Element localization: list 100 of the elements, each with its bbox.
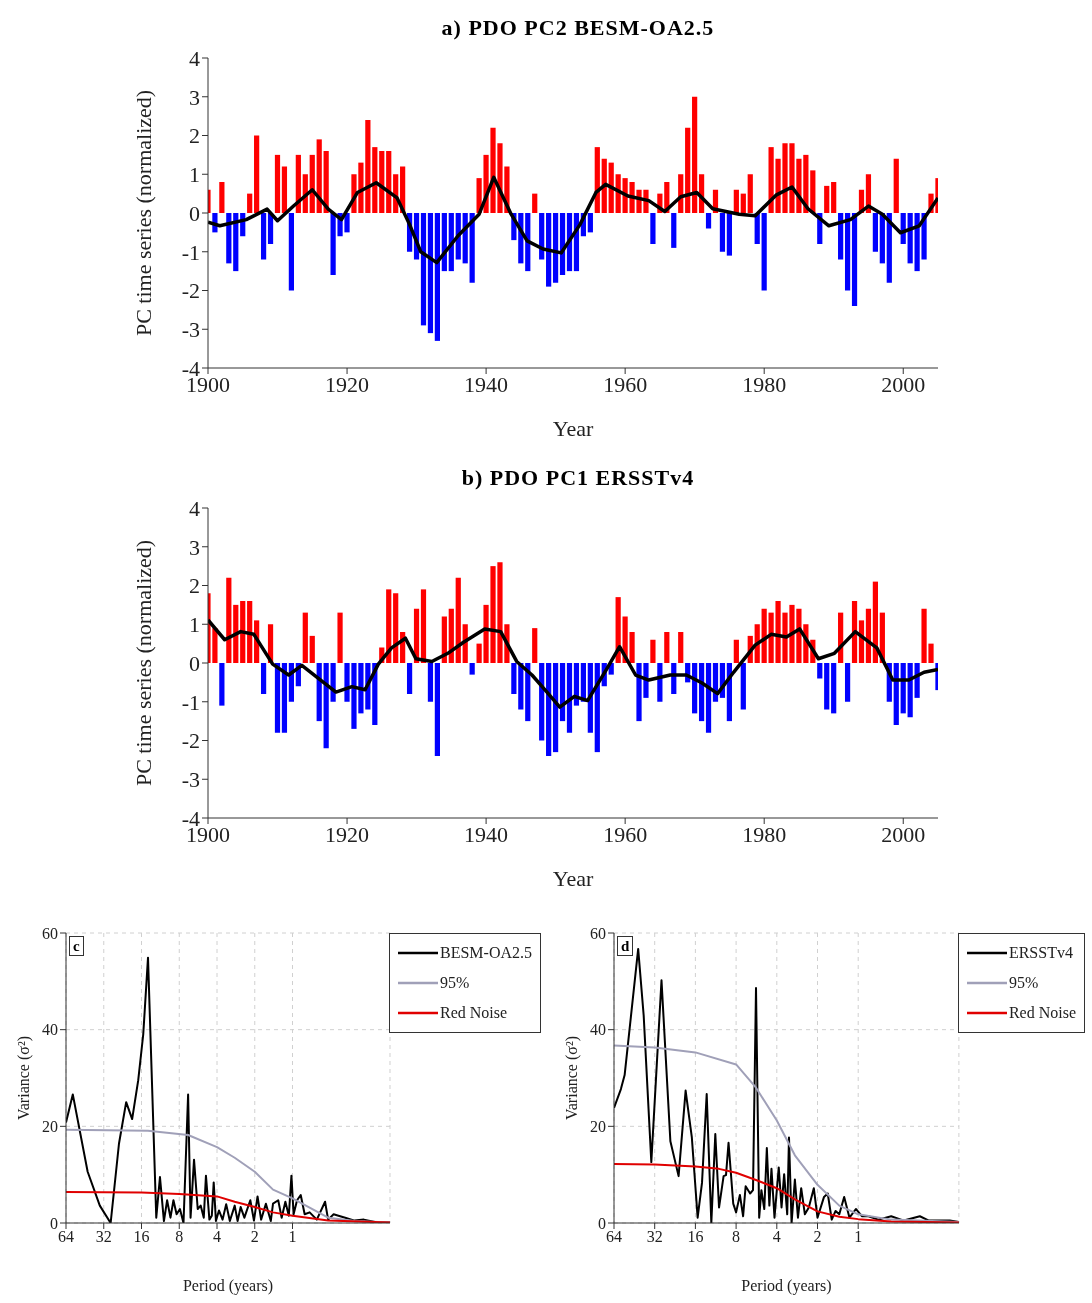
bar <box>393 593 399 663</box>
annotation: c <box>69 936 84 956</box>
x-tick-label: 2 <box>813 1228 822 1246</box>
x-tick-label: 1920 <box>325 821 370 847</box>
x-tick-label: 1960 <box>603 821 648 847</box>
y-axis-title: PC time series (normalized) <box>130 89 156 337</box>
bar <box>274 154 281 213</box>
bar <box>692 96 698 213</box>
bar <box>511 663 517 694</box>
bar <box>824 663 830 710</box>
x-tick-label: 8 <box>732 1228 741 1246</box>
bar <box>532 193 538 213</box>
y-tick-label: 60 <box>590 924 606 942</box>
y-tick-label: 60 <box>42 924 58 942</box>
x-tick-label: 16 <box>687 1228 704 1246</box>
bar <box>260 213 267 260</box>
legend-label: Red Noise <box>439 1003 508 1023</box>
x-tick-label: 16 <box>133 1228 150 1246</box>
x-tick-label: 1 <box>288 1228 297 1246</box>
bar <box>372 147 378 213</box>
y-tick-label: 0 <box>598 1214 606 1232</box>
x-tick-label: 2 <box>250 1228 259 1246</box>
bar <box>726 213 732 256</box>
chart-title: b) PDO PC1 ERSSTv4 <box>461 465 695 490</box>
bar <box>323 663 329 749</box>
x-tick-label: 4 <box>213 1228 222 1246</box>
bar <box>254 135 260 213</box>
bar <box>546 213 552 287</box>
bar <box>740 193 746 213</box>
bar <box>747 174 753 213</box>
bar <box>247 601 253 663</box>
bar <box>309 635 315 663</box>
y-tick-label: 0 <box>189 650 200 676</box>
y-tick-label: 4 <box>189 45 200 71</box>
y-tick-label: 3 <box>189 534 200 560</box>
bar <box>761 213 767 291</box>
x-tick-label: 1980 <box>742 821 787 847</box>
x-tick-label: 32 <box>95 1228 112 1246</box>
x-tick-label: 64 <box>58 1228 74 1246</box>
bar <box>851 213 858 306</box>
bar <box>740 663 746 710</box>
bar <box>893 663 899 725</box>
bar <box>844 213 851 291</box>
x-tick-label: 1980 <box>742 371 787 397</box>
bar <box>872 213 878 252</box>
x-tick-label: 8 <box>175 1228 184 1246</box>
bar <box>337 612 343 663</box>
bar <box>817 663 823 679</box>
bar <box>434 663 440 756</box>
bar <box>705 213 712 229</box>
bar <box>288 213 294 291</box>
y-axis-title: Variance (σ²) <box>14 1035 33 1121</box>
x-axis-title: Period (years) <box>182 1277 274 1295</box>
bar <box>281 166 288 213</box>
y-axis-title: PC time series (normalized) <box>130 539 156 787</box>
line-series <box>208 175 938 265</box>
y-tick-label: 20 <box>42 1118 58 1136</box>
y-tick-label: 1 <box>189 162 200 188</box>
bar <box>247 193 253 213</box>
bar <box>434 213 440 341</box>
y-tick-label: 3 <box>189 84 200 110</box>
y-tick-label: 2 <box>189 123 200 149</box>
bar <box>455 577 461 663</box>
x-tick-label: 1 <box>854 1228 863 1246</box>
y-tick-label: -3 <box>181 767 200 793</box>
legend-label: BESM-OA2.5 <box>439 943 532 963</box>
bar <box>219 663 225 706</box>
x-tick-label: 1940 <box>464 821 509 847</box>
x-axis-title: Period (years) <box>741 1277 832 1295</box>
bar <box>539 663 545 741</box>
bar <box>469 663 475 675</box>
bar <box>420 213 427 326</box>
bar <box>274 663 281 733</box>
x-axis-title: Year <box>552 866 594 891</box>
y-tick-label: -1 <box>181 689 200 715</box>
bar <box>893 158 899 213</box>
legend-label: Red Noise <box>1008 1003 1076 1023</box>
y-tick-label: 20 <box>590 1118 606 1136</box>
x-tick-label: 32 <box>646 1228 663 1246</box>
bar <box>587 213 593 233</box>
bar <box>281 663 288 733</box>
bar <box>532 628 538 663</box>
bar <box>733 189 739 213</box>
bar <box>427 213 434 334</box>
bar <box>671 213 677 248</box>
bar <box>406 663 413 694</box>
bar <box>552 213 559 283</box>
bar <box>719 213 726 252</box>
bar <box>552 663 559 753</box>
legend-label: 95% <box>439 973 470 993</box>
x-tick-label: 1920 <box>325 371 370 397</box>
bar <box>546 663 552 756</box>
x-axis-title: Year <box>552 416 594 441</box>
line-series <box>208 618 938 709</box>
bar <box>566 663 573 733</box>
y-tick-label: -2 <box>181 278 200 304</box>
y-tick-label: 1 <box>189 612 200 638</box>
annotation: d <box>617 936 634 956</box>
bar <box>810 170 816 213</box>
y-tick-label: 2 <box>189 573 200 599</box>
